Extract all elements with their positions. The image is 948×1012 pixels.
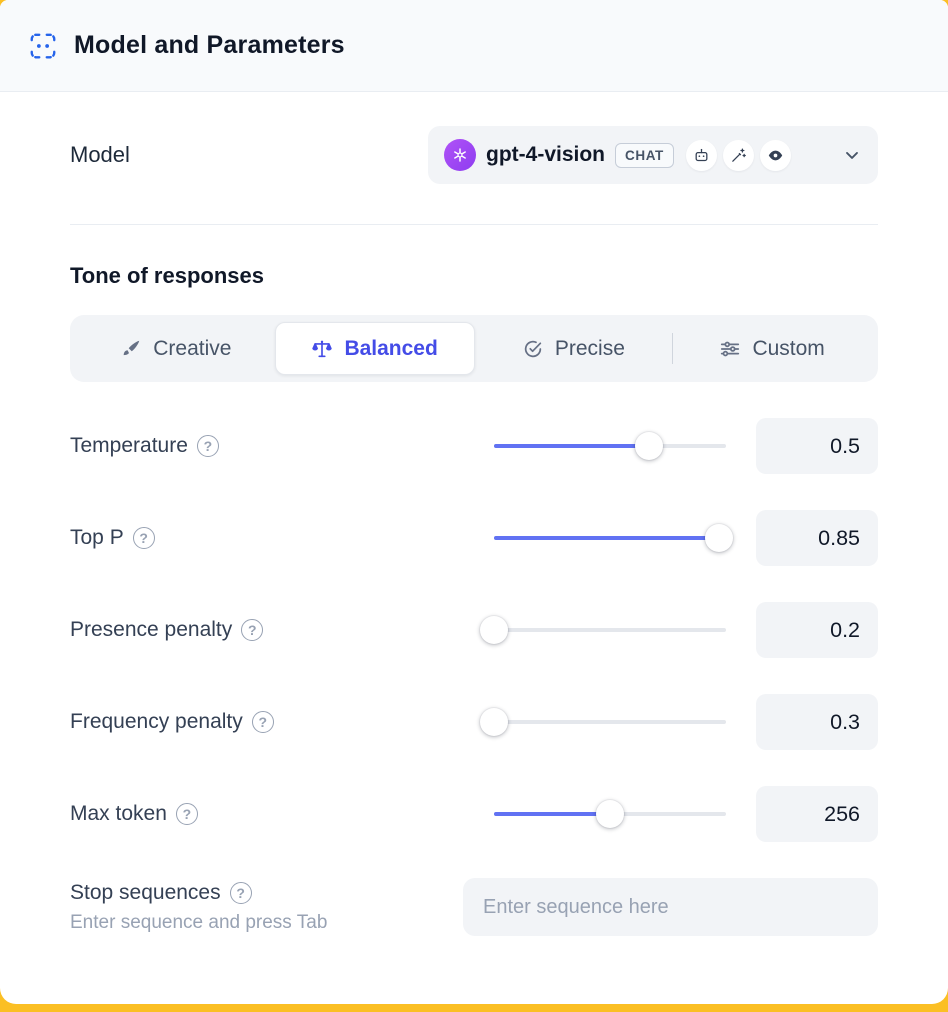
slider-thumb[interactable]	[635, 432, 664, 460]
param-label: Top P	[70, 526, 124, 549]
brush-icon	[120, 338, 142, 360]
tone-option-creative[interactable]: Creative	[77, 322, 275, 375]
param-row-temperature: Temperature ? 0.5	[70, 418, 878, 474]
tone-option-precise[interactable]: Precise	[475, 322, 673, 375]
sliders-icon	[719, 338, 741, 360]
chevron-down-icon	[842, 145, 862, 165]
temperature-value[interactable]: 0.5	[756, 418, 878, 474]
stop-sequences-row: Stop sequences ? Enter sequence and pres…	[70, 878, 878, 936]
frequency-penalty-slider[interactable]	[480, 708, 726, 736]
stop-sequences-hint: Enter sequence and press Tab	[70, 911, 328, 933]
assistant-robot-icon	[685, 139, 717, 171]
selected-model-name: gpt-4-vision	[486, 143, 605, 166]
tone-option-label: Custom	[752, 336, 825, 360]
scales-icon	[311, 338, 333, 360]
model-select[interactable]: gpt-4-vision CHAT	[428, 126, 878, 184]
model-type-badge: CHAT	[615, 142, 674, 168]
slider-thumb[interactable]	[480, 616, 508, 644]
param-label: Presence penalty	[70, 618, 233, 641]
param-label: Temperature	[70, 434, 188, 457]
slider-thumb[interactable]	[596, 800, 624, 828]
tone-option-label: Creative	[153, 336, 232, 360]
tone-heading: Tone of responses	[70, 263, 264, 288]
temperature-slider[interactable]	[494, 432, 726, 460]
param-label: Frequency penalty	[70, 710, 243, 733]
top-p-value[interactable]: 0.85	[756, 510, 878, 566]
param-row-presence-penalty: Presence penalty ? 0.2	[70, 602, 878, 658]
param-row-top-p: Top P ? 0.85	[70, 510, 878, 566]
magic-wand-icon	[722, 139, 754, 171]
presence-penalty-slider[interactable]	[480, 616, 726, 644]
stop-sequences-label: Stop sequences	[70, 880, 221, 904]
slider-track	[494, 720, 726, 724]
help-icon[interactable]: ?	[175, 803, 198, 825]
slider-fill	[494, 444, 650, 448]
model-scan-icon	[28, 31, 58, 61]
openai-logo-icon	[444, 139, 476, 171]
segment-divider	[672, 333, 674, 364]
vision-eye-icon	[759, 139, 791, 171]
slider-thumb[interactable]	[705, 524, 734, 552]
frequency-penalty-value[interactable]: 0.3	[756, 694, 878, 750]
target-check-icon	[522, 338, 544, 360]
slider-fill	[494, 536, 720, 540]
slider-track	[494, 628, 726, 632]
param-row-max-token: Max token ? 256	[70, 786, 878, 842]
help-icon[interactable]: ?	[251, 711, 274, 733]
model-row: Model gpt-4-vision CHAT	[70, 126, 878, 184]
tone-option-label: Precise	[554, 336, 625, 360]
param-row-frequency-penalty: Frequency penalty ? 0.3	[70, 694, 878, 750]
model-label: Model	[70, 142, 130, 167]
stop-sequences-input[interactable]	[463, 878, 878, 936]
tone-option-balanced[interactable]: Balanced	[274, 322, 475, 375]
help-icon[interactable]: ?	[196, 435, 219, 457]
help-icon[interactable]: ?	[229, 881, 252, 904]
slider-fill	[494, 812, 610, 816]
max-token-value[interactable]: 256	[756, 786, 878, 842]
max-token-slider[interactable]	[494, 800, 726, 828]
tone-option-label: Balanced	[344, 336, 438, 360]
model-capability-badges	[685, 139, 791, 171]
help-icon[interactable]: ?	[132, 527, 155, 549]
top-p-slider[interactable]	[494, 524, 734, 552]
param-label: Max token	[70, 802, 167, 825]
tone-segmented-control: Creative Balanced	[70, 315, 878, 382]
presence-penalty-value[interactable]: 0.2	[756, 602, 878, 658]
section-divider	[70, 224, 878, 225]
tone-option-custom[interactable]: Custom	[673, 322, 871, 375]
panel-title: Model and Parameters	[74, 31, 345, 59]
panel-header: Model and Parameters	[0, 0, 948, 92]
help-icon[interactable]: ?	[241, 619, 264, 641]
slider-thumb[interactable]	[480, 708, 508, 736]
